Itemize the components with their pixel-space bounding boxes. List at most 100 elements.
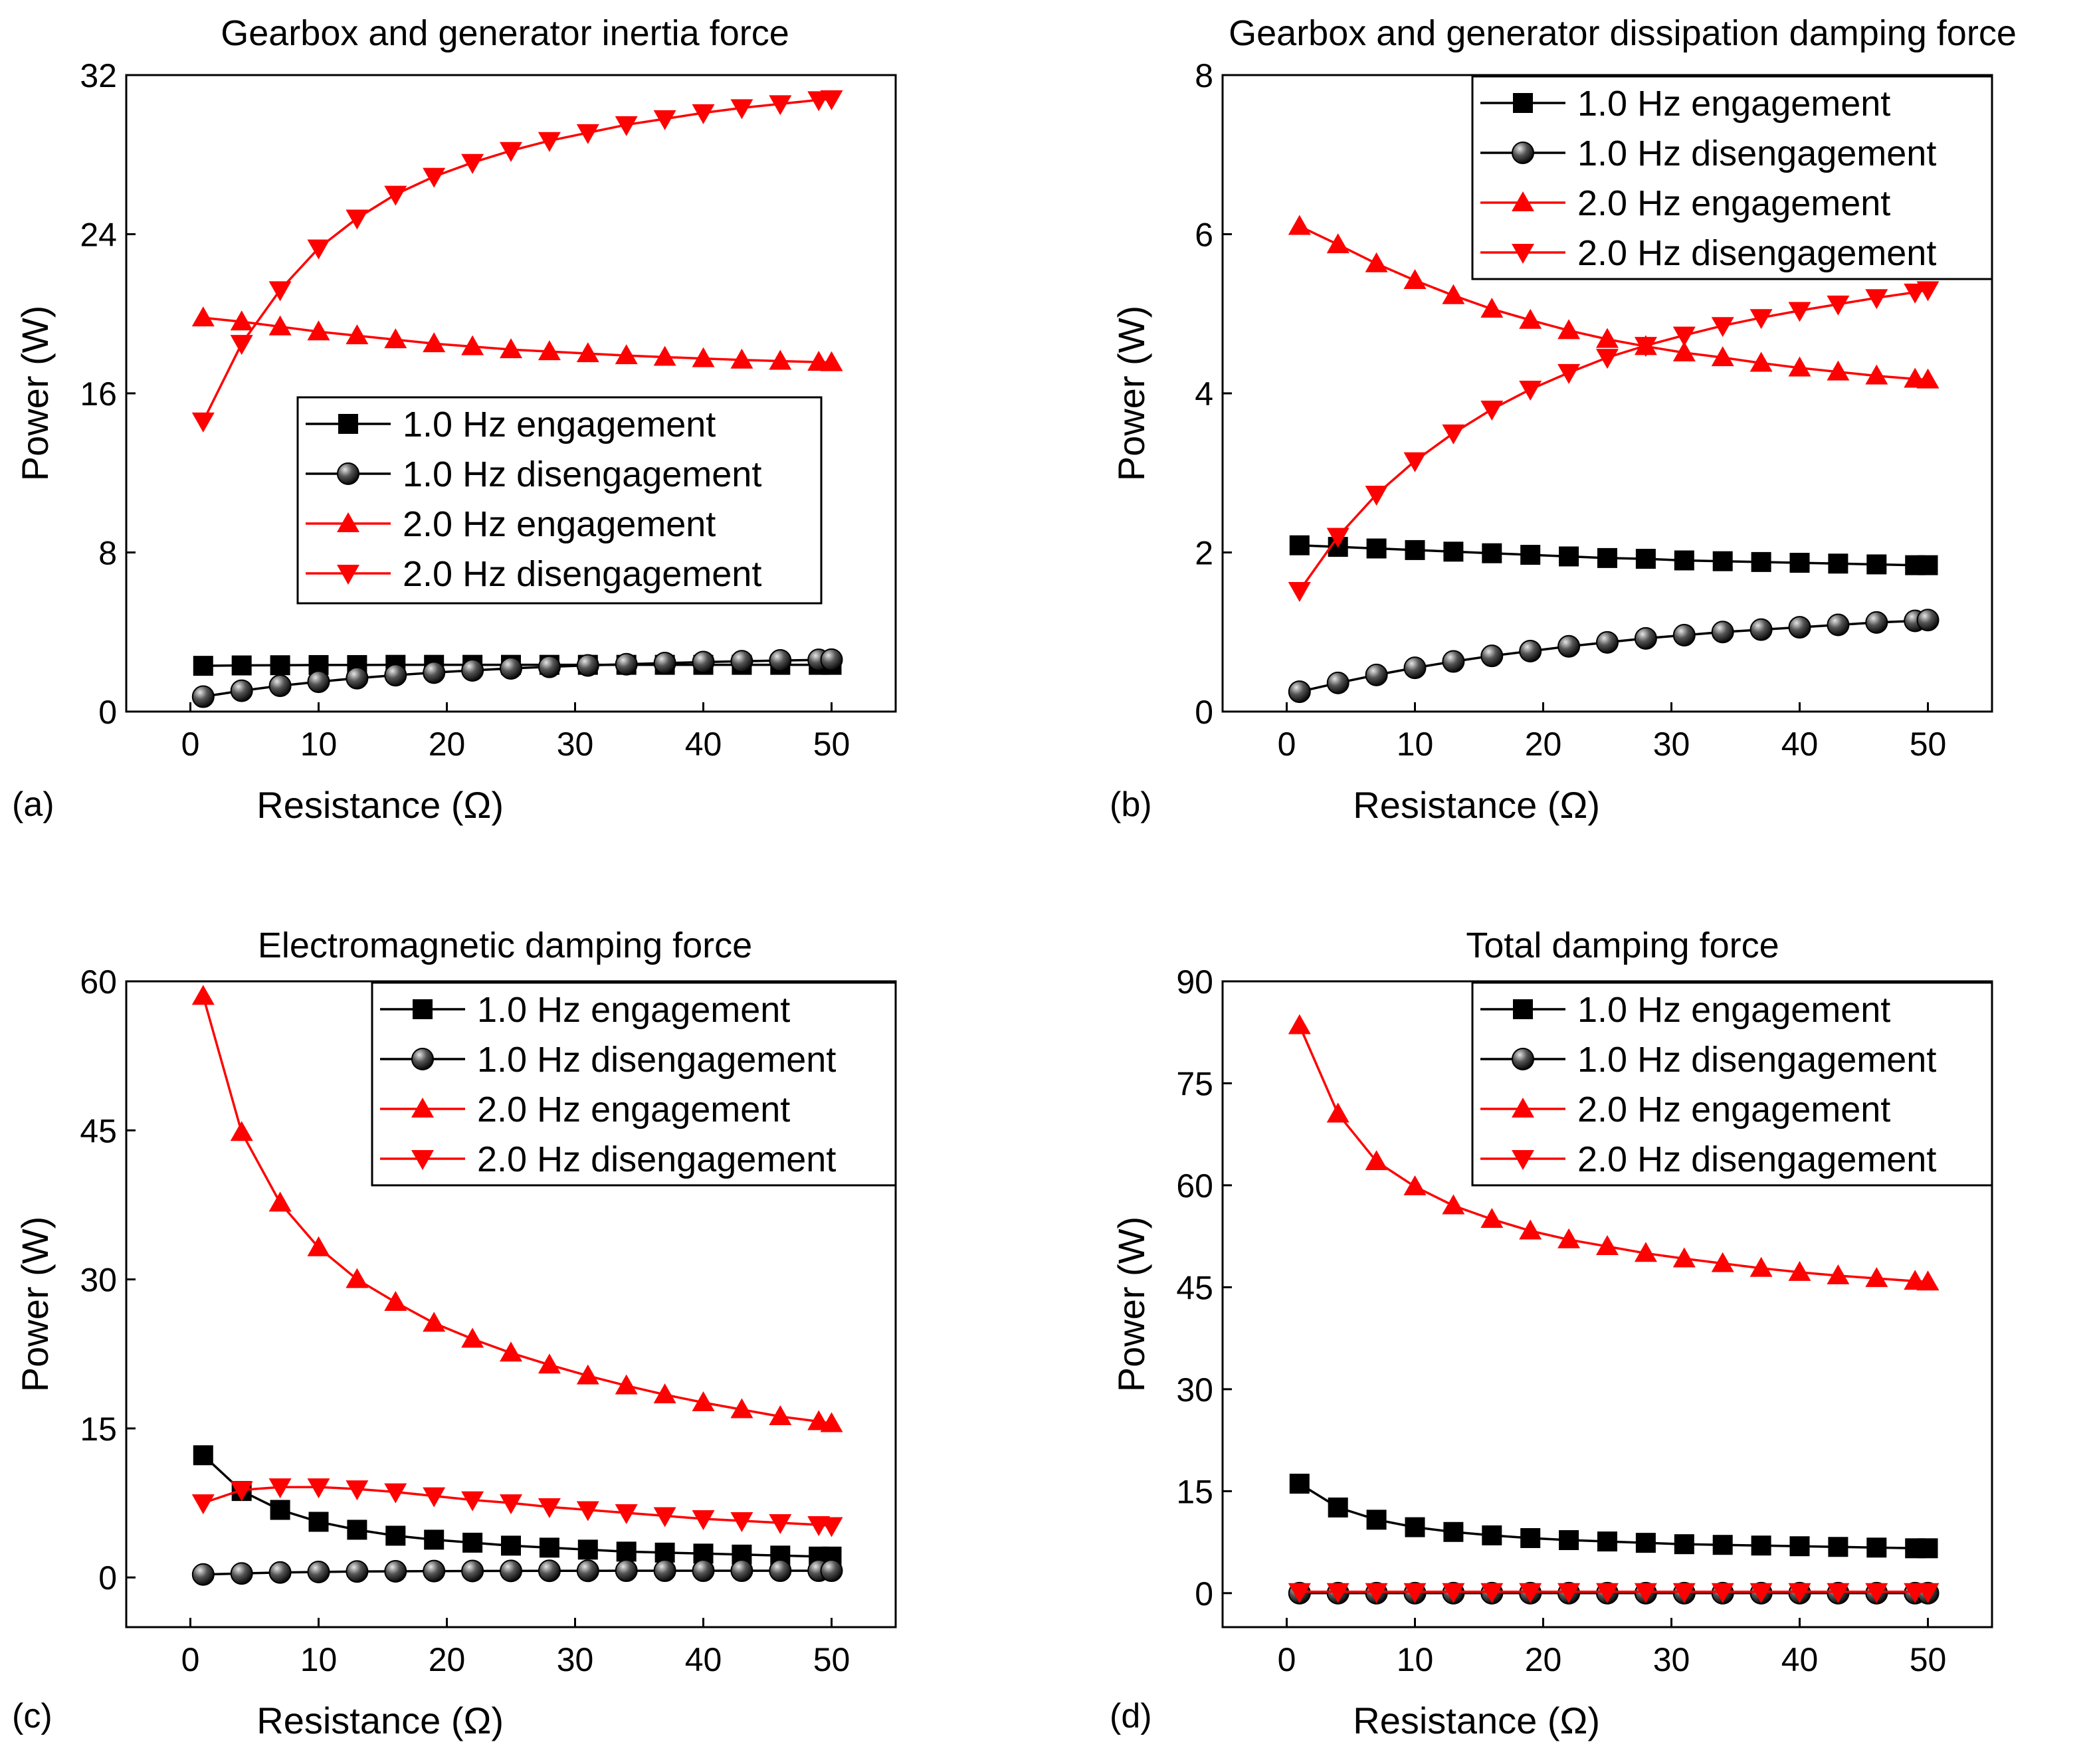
data-point xyxy=(501,1535,521,1556)
data-point xyxy=(1672,341,1696,361)
data-point xyxy=(307,1561,330,1584)
data-point xyxy=(730,650,753,673)
series-1-0-hz-engagement xyxy=(1289,1474,1938,1559)
data-point xyxy=(1711,346,1734,367)
data-point xyxy=(1403,452,1427,472)
data-point xyxy=(1326,528,1349,548)
y-tick-label: 0 xyxy=(1195,1575,1213,1613)
legend-entry: 2.0 Hz disengagement xyxy=(477,1139,836,1179)
data-point xyxy=(384,328,407,349)
data-point xyxy=(346,666,369,690)
data-point xyxy=(346,324,369,345)
data-point xyxy=(1672,1583,1696,1603)
data-point xyxy=(461,153,484,174)
data-point xyxy=(820,351,843,371)
data-point xyxy=(1557,1583,1581,1603)
data-point xyxy=(230,1481,253,1502)
data-point xyxy=(384,1559,407,1583)
data-point xyxy=(1827,1583,1850,1603)
legend-marker xyxy=(337,565,359,585)
data-point xyxy=(268,315,292,336)
data-point xyxy=(1828,1537,1848,1557)
data-point xyxy=(538,655,561,678)
y-tick-label: 8 xyxy=(1195,57,1213,94)
y-tick-label: 90 xyxy=(1176,963,1213,1001)
data-point xyxy=(615,344,638,365)
data-point xyxy=(1634,1583,1657,1603)
y-tick-label: 30 xyxy=(1176,1371,1213,1409)
chart-panel-b: Gearbox and generator dissipation dampin… xyxy=(1110,13,2017,826)
data-point xyxy=(1480,644,1504,668)
data-point xyxy=(1916,281,1940,302)
panel-label: (b) xyxy=(1110,785,1152,824)
chart-panel-c: Electromagnetic damping force (c) 0 10 20 30 4… xyxy=(12,926,897,1741)
data-point xyxy=(730,1512,753,1532)
data-point xyxy=(1672,1247,1696,1268)
data-point xyxy=(1674,1534,1694,1555)
data-point xyxy=(1442,424,1465,444)
x-axis-label: Resistance (Ω) xyxy=(1353,784,1600,826)
data-point xyxy=(1597,1531,1617,1552)
legend-marker xyxy=(1512,1098,1534,1118)
chart-title: Electromagnetic damping force xyxy=(258,926,752,965)
legend-marker xyxy=(1513,999,1533,1019)
data-point xyxy=(1916,609,1940,632)
data-point xyxy=(539,1537,559,1558)
data-point xyxy=(1712,1535,1733,1555)
plot-frame xyxy=(125,980,897,1628)
data-point xyxy=(1559,1530,1579,1551)
data-point xyxy=(1749,1583,1773,1603)
y-tick-label: 0 xyxy=(98,694,117,731)
data-point xyxy=(1559,546,1579,567)
data-point xyxy=(1519,639,1542,662)
data-point xyxy=(692,1391,715,1412)
legend-box xyxy=(1471,75,1993,280)
data-point xyxy=(423,332,446,353)
data-point xyxy=(385,1525,406,1546)
data-point xyxy=(1482,543,1502,563)
data-point xyxy=(1519,308,1542,329)
data-point xyxy=(1519,381,1542,401)
data-point xyxy=(769,1559,792,1583)
legend: 1.0 Hz engagement 1.0 Hz disengagement 2.0… xyxy=(1471,75,1993,280)
data-point xyxy=(576,1501,599,1521)
x-tick-label: 30 xyxy=(557,1641,594,1678)
data-point xyxy=(1918,1538,1938,1559)
legend: 1.0 Hz engagement 1.0 Hz disengagement 2.0… xyxy=(371,981,897,1187)
y-axis-label: Power (W) xyxy=(14,306,56,481)
data-point xyxy=(692,650,715,674)
legend-entry: 2.0 Hz engagement xyxy=(1577,1090,1890,1129)
data-point xyxy=(538,1498,561,1519)
data-point xyxy=(1520,1527,1541,1548)
data-point xyxy=(1788,616,1811,639)
data-point xyxy=(500,338,522,359)
x-tick-label: 50 xyxy=(1910,1641,1947,1678)
x-tick-label: 10 xyxy=(1397,726,1434,763)
data-point xyxy=(730,1559,753,1583)
x-tick-label: 20 xyxy=(1525,726,1562,763)
data-point xyxy=(1405,1517,1425,1537)
x-tick-label: 20 xyxy=(429,726,466,763)
y-axis-label: Power (W) xyxy=(1110,306,1152,481)
data-point xyxy=(692,1510,715,1531)
data-point xyxy=(461,1559,484,1583)
data-point xyxy=(1916,1270,1940,1291)
data-point xyxy=(384,664,407,687)
data-point xyxy=(692,1559,715,1583)
data-point xyxy=(1403,656,1427,680)
data-point xyxy=(1288,581,1311,602)
data-point xyxy=(500,1494,522,1515)
data-point xyxy=(1326,233,1349,254)
data-point xyxy=(1365,486,1388,506)
data-point xyxy=(1827,1264,1850,1285)
data-point xyxy=(1557,635,1581,658)
x-tick-label: 0 xyxy=(1278,726,1296,763)
legend-entry: 1.0 Hz disengagement xyxy=(1577,134,1936,173)
legend-marker xyxy=(1512,191,1534,211)
legend-marker xyxy=(411,1098,434,1118)
data-point xyxy=(1403,1583,1427,1603)
data-point xyxy=(1865,364,1888,385)
legend: 1.0 Hz engagement 1.0 Hz disengagement 2.0… xyxy=(1471,981,1993,1187)
data-point xyxy=(730,99,753,120)
y-tick-label: 0 xyxy=(98,1559,117,1597)
